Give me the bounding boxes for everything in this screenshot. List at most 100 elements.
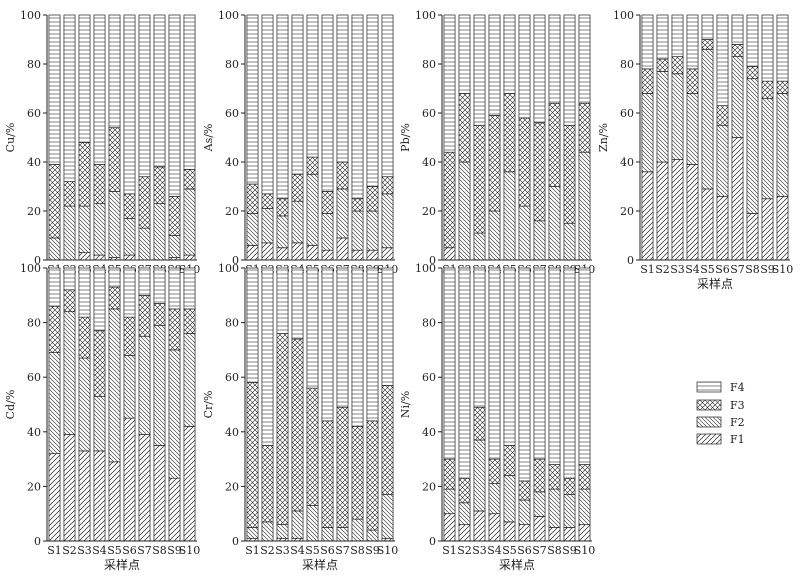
bar-cd-s8-f1	[153, 445, 166, 542]
bar-ni-s4-f1	[488, 513, 501, 542]
bar-cr-s8-f4	[351, 267, 364, 427]
bar-cr-s7-f4	[336, 267, 349, 408]
bar-cu-s4-f4	[93, 14, 106, 165]
y-axis-label: Cr/%	[202, 391, 215, 419]
bar-as-s9-f4	[366, 14, 379, 187]
bar-cd-s6-f3	[123, 316, 136, 356]
bar-ni-s2-f3	[458, 477, 471, 504]
bar-pb-s7-f4	[533, 14, 546, 124]
x-tick-label: S4	[290, 544, 305, 557]
bar-zn-s3-f4	[671, 14, 684, 58]
bar-as-s5-f1	[306, 244, 319, 261]
y-tick-label: 20	[225, 205, 239, 218]
bar-as-s2-f4	[261, 14, 274, 195]
y-axis-label: Cu/%	[4, 123, 17, 153]
x-tick-label: S7	[137, 544, 152, 557]
bar-as-s4-f2	[291, 200, 304, 244]
bar-cr-s5-f2	[306, 505, 319, 542]
bar-as-s6-f2	[321, 213, 334, 251]
x-tick-label: S8	[547, 544, 562, 557]
y-tick-label: 0	[429, 535, 436, 548]
y-tick-label: 40	[620, 156, 634, 169]
x-tick-label: S7	[730, 263, 745, 276]
bar-cd-s3-f1	[78, 450, 91, 542]
bar-pb-s10-f2	[578, 151, 591, 261]
y-tick-label: 40	[225, 156, 239, 169]
bar-ni-s8-f3	[548, 464, 561, 490]
bar-pb-s1-f4	[443, 14, 456, 153]
y-tick-label: 100	[415, 262, 436, 275]
bar-pb-s9-f3	[563, 124, 576, 224]
panel-pb: S1S2S3S4S5S6S7S8S9S10020406080100Pb/%	[399, 9, 595, 276]
bar-ni-s9-f1	[563, 526, 576, 542]
bar-cd-s9-f1	[168, 477, 181, 542]
x-tick-label: S1	[640, 263, 655, 276]
bar-zn-s1-f4	[641, 14, 654, 70]
bar-cd-s6-f2	[123, 355, 136, 419]
bar-as-s1-f2	[246, 213, 259, 246]
bar-cd-s2-f1	[63, 434, 76, 542]
bar-zn-s7-f1	[731, 137, 744, 261]
x-tick-label: S9	[365, 544, 380, 557]
bar-as-s5-f2	[306, 173, 319, 246]
bar-ni-s10-f4	[578, 267, 591, 465]
bar-cu-s8-f2	[153, 203, 166, 261]
legend-label-f4: F4	[730, 381, 745, 394]
bar-zn-s5-f2	[701, 48, 714, 190]
bar-cr-s6-f2	[321, 526, 334, 542]
bar-cr-s4-f4	[291, 267, 304, 340]
y-tick-label: 0	[232, 254, 239, 267]
bar-cd-s9-f3	[168, 308, 181, 351]
bar-cd-s5-f4	[108, 267, 121, 288]
bar-cu-s4-f1	[93, 254, 106, 261]
bar-cd-s7-f3	[138, 294, 151, 337]
bar-cr-s3-f4	[276, 267, 289, 334]
x-tick-label: S6	[320, 544, 335, 557]
bar-cr-s3-f3	[276, 333, 289, 525]
bar-cu-s7-f4	[138, 14, 151, 178]
bar-cd-s4-f4	[93, 267, 106, 332]
x-tick-label: S3	[275, 544, 290, 557]
bar-zn-s1-f3	[641, 68, 654, 94]
bar-cu-s10-f4	[183, 14, 196, 170]
bar-ni-s9-f2	[563, 494, 576, 528]
bar-pb-s4-f3	[488, 115, 501, 212]
bar-ni-s10-f3	[578, 464, 591, 490]
x-axis-label: 采样点	[499, 557, 535, 572]
bar-as-s9-f3	[366, 186, 379, 212]
bar-as-s2-f1	[261, 242, 274, 261]
y-tick-label: 0	[429, 254, 436, 267]
bar-ni-s4-f2	[488, 483, 501, 515]
bar-cu-s9-f2	[168, 235, 181, 258]
bar-zn-s10-f2	[776, 93, 789, 197]
bar-cd-s8-f3	[153, 303, 166, 326]
bar-ni-s2-f2	[458, 502, 471, 525]
bar-ni-s7-f2	[533, 491, 546, 517]
bar-cu-s1-f4	[48, 14, 61, 165]
bar-pb-s8-f3	[548, 102, 561, 187]
y-tick-label: 60	[225, 371, 239, 384]
bar-zn-s4-f2	[686, 93, 699, 165]
bar-zn-s9-f2	[761, 97, 774, 200]
bar-zn-s5-f4	[701, 14, 714, 40]
bar-pb-s2-f3	[458, 93, 471, 163]
y-tick-label: 0	[627, 254, 634, 267]
bar-as-s1-f1	[246, 244, 259, 261]
bar-as-s2-f2	[261, 208, 274, 244]
bar-cd-s8-f2	[153, 324, 166, 446]
legend: F4 F3 F2 F1	[696, 381, 745, 446]
bar-cu-s3-f2	[78, 205, 91, 254]
bar-cd-s9-f4	[168, 267, 181, 310]
y-tick-label: 0	[232, 535, 239, 548]
bar-zn-s10-f1	[776, 195, 789, 261]
y-tick-label: 60	[27, 371, 41, 384]
bar-cd-s5-f2	[108, 308, 121, 463]
x-tick-label: S3	[670, 263, 685, 276]
bar-cu-s4-f3	[93, 164, 106, 204]
bar-cu-s5-f2	[108, 191, 121, 258]
x-tick-label: S4	[487, 544, 502, 557]
y-tick-label: 80	[422, 58, 436, 71]
bar-as-s8-f3	[351, 198, 364, 212]
y-tick-label: 100	[20, 9, 41, 22]
